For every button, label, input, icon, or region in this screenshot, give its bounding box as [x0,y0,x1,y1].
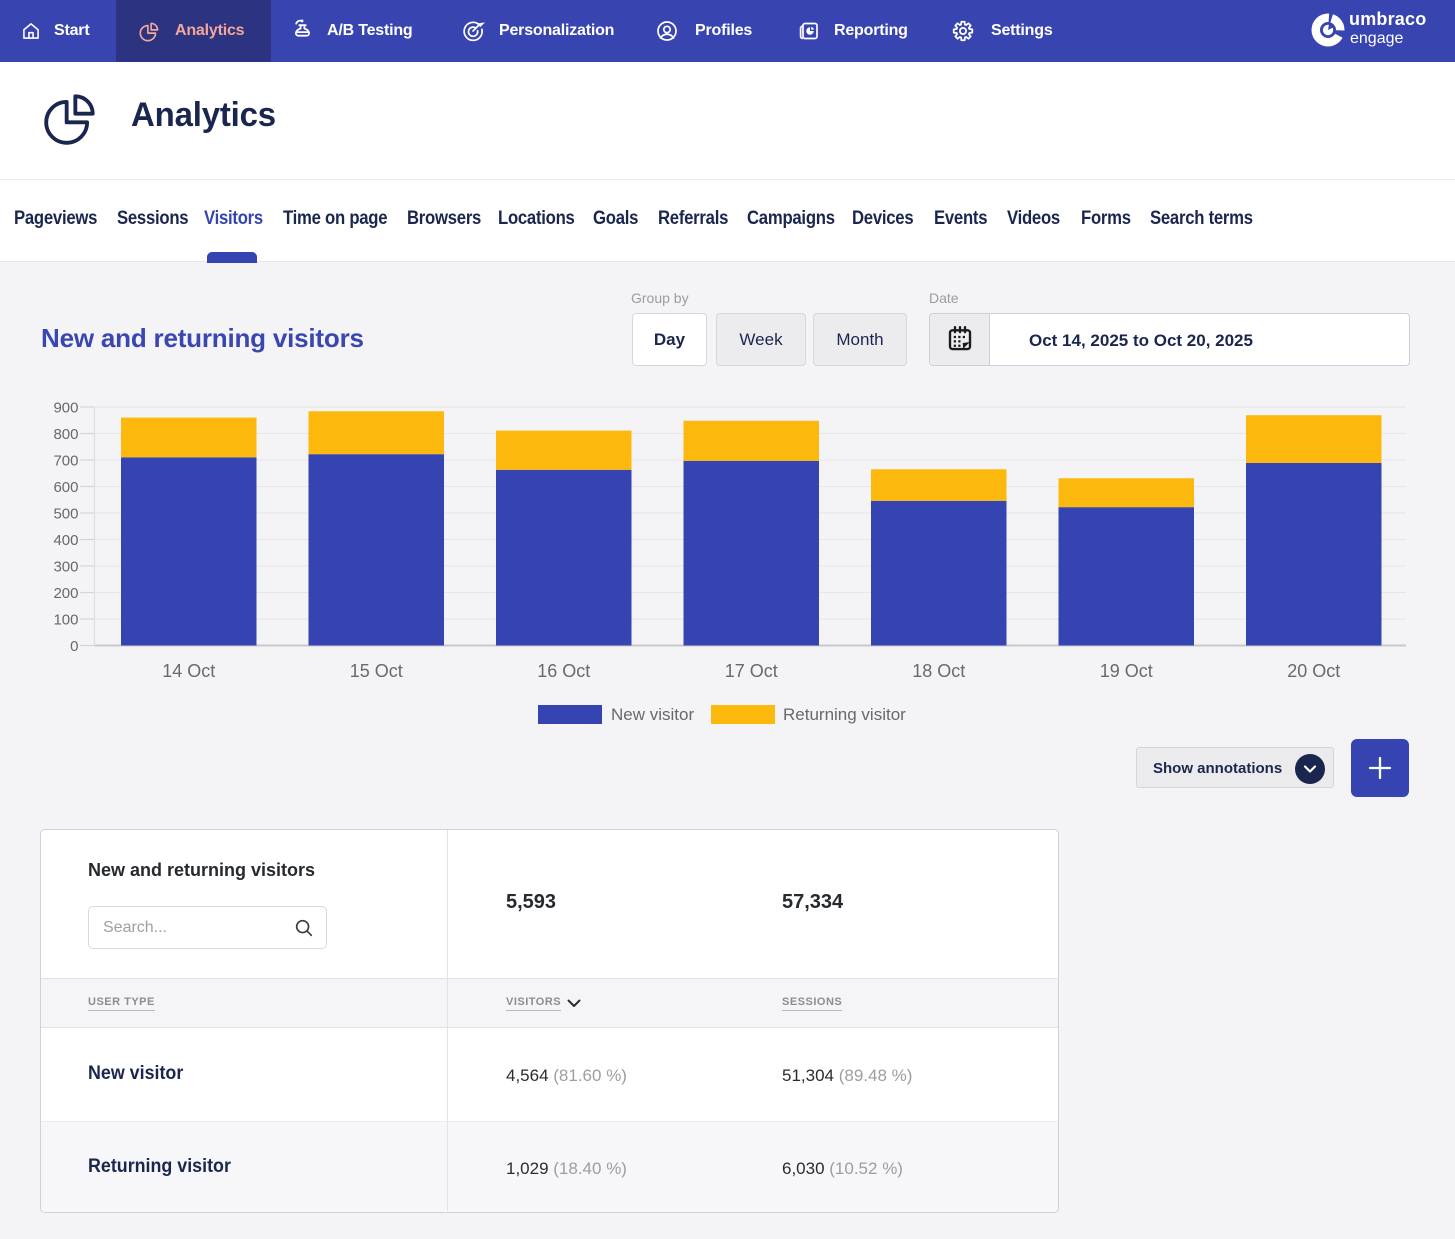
svg-text:17 Oct: 17 Oct [725,661,778,681]
svg-text:900: 900 [53,400,78,417]
svg-text:500: 500 [53,506,78,523]
svg-text:600: 600 [53,479,78,496]
svg-text:200: 200 [53,585,78,602]
svg-text:100: 100 [53,612,78,629]
svg-text:19 Oct: 19 Oct [1100,661,1153,681]
svg-text:18 Oct: 18 Oct [912,661,965,681]
svg-text:700: 700 [53,453,78,470]
svg-text:16 Oct: 16 Oct [537,661,590,681]
svg-text:400: 400 [53,532,78,549]
svg-text:15 Oct: 15 Oct [350,661,403,681]
svg-text:300: 300 [53,559,78,576]
svg-text:0: 0 [70,638,78,655]
svg-text:800: 800 [53,426,78,443]
svg-text:20 Oct: 20 Oct [1287,661,1340,681]
svg-text:14 Oct: 14 Oct [162,661,215,681]
